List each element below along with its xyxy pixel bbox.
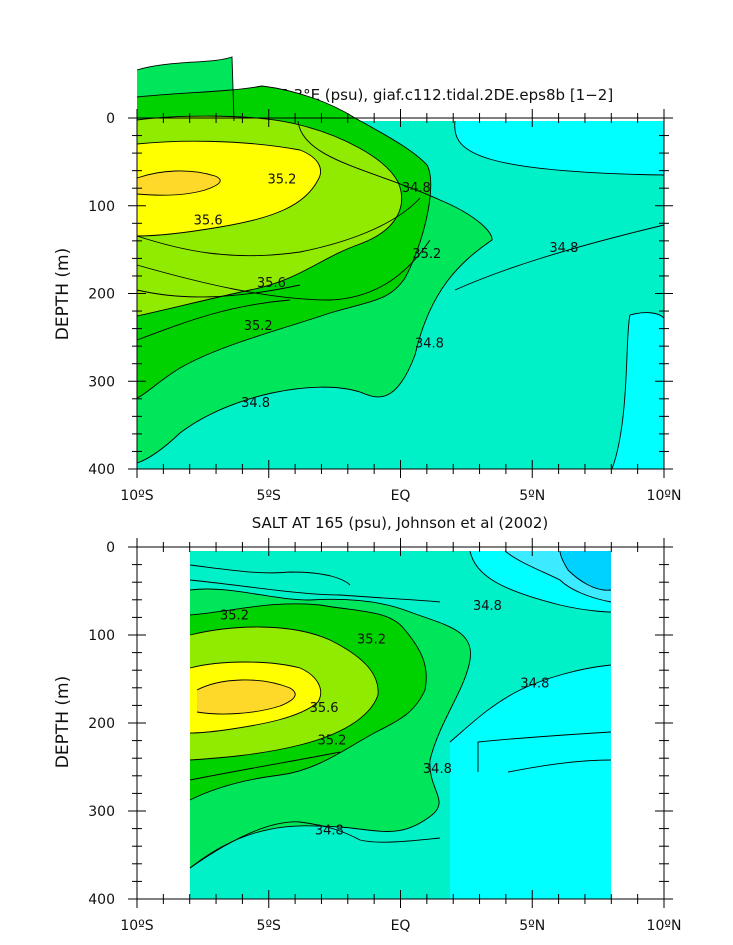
y-tick-label: 100 bbox=[88, 199, 115, 215]
fill-level-5 bbox=[137, 141, 321, 236]
contour-label: 35.2 bbox=[318, 734, 347, 749]
contour-labels: 35.2 34.8 35.6 35.2 34.8 35.6 35.2 34.8 34.8 bbox=[194, 172, 579, 411]
y-tick-label: 300 bbox=[88, 804, 115, 820]
contour-line bbox=[189, 579, 441, 603]
fill-level-0 bbox=[560, 551, 611, 591]
contour-line bbox=[136, 299, 291, 341]
contour-label: 34.8 bbox=[423, 762, 452, 777]
contour-label: 35.2 bbox=[267, 172, 296, 187]
contour-line bbox=[136, 140, 321, 237]
y-tick-label: 200 bbox=[88, 716, 115, 732]
contour-line bbox=[136, 239, 431, 301]
contour-label: 34.8 bbox=[549, 241, 578, 256]
panel-top: SALT AT 165.3°E (psu), giaf.c112.tidal.2… bbox=[53, 56, 681, 504]
contour-line bbox=[449, 664, 612, 743]
contour-label: 35.2 bbox=[412, 247, 441, 262]
contour-line bbox=[189, 821, 441, 869]
contour-line bbox=[136, 115, 402, 317]
contour-label: 35.6 bbox=[194, 214, 223, 229]
y-axis-label: DEPTH (m) bbox=[53, 248, 73, 340]
contour-line bbox=[136, 85, 432, 399]
contour-label: 35.6 bbox=[257, 276, 286, 291]
contour-labels: 35.2 35.2 34.8 34.8 35.6 35.2 34.8 34.8 bbox=[220, 599, 549, 838]
contour-line bbox=[454, 120, 665, 176]
x-tick-label: 10ºN bbox=[647, 488, 682, 504]
y-tick-label: 0 bbox=[106, 111, 115, 127]
contour-label: 34.8 bbox=[315, 823, 344, 838]
contour-line bbox=[189, 603, 427, 801]
contour-label: 35.2 bbox=[244, 319, 273, 334]
contour-lines bbox=[189, 550, 612, 869]
contour-label: 35.2 bbox=[220, 609, 249, 624]
contour-line bbox=[136, 284, 301, 298]
contour-label: 34.8 bbox=[241, 396, 270, 411]
contour-label: 34.8 bbox=[520, 676, 549, 691]
contour-line bbox=[469, 550, 612, 613]
y-tick-label: 300 bbox=[88, 374, 115, 390]
fill-level-2b bbox=[478, 732, 611, 772]
contour-line bbox=[454, 224, 665, 291]
x-tick-label: EQ bbox=[391, 488, 411, 504]
x-tick-label: 5ºN bbox=[519, 918, 545, 934]
contour-line bbox=[189, 588, 471, 869]
y-tick-label: 200 bbox=[88, 287, 115, 303]
contour-line bbox=[136, 197, 421, 257]
chart-title: SALT AT 165 (psu), Johnson et al (2002) bbox=[252, 514, 549, 532]
contour-lines bbox=[136, 56, 665, 470]
fill-level-0 bbox=[454, 121, 664, 175]
contour-line bbox=[559, 550, 612, 591]
y-axis-label: DEPTH (m) bbox=[53, 676, 73, 768]
contour-line bbox=[196, 679, 296, 715]
contour-line bbox=[189, 564, 351, 586]
y-tick-label: 0 bbox=[106, 540, 115, 556]
contour-line bbox=[611, 312, 665, 470]
x-tick-label: 5ºS bbox=[257, 918, 282, 934]
axes: 10ºS 5ºS EQ 5ºN 10ºN 0 100 200 300 400 bbox=[88, 538, 681, 934]
y-tick-label: 400 bbox=[88, 892, 115, 908]
contour-label: 35.2 bbox=[357, 632, 386, 647]
contour-line bbox=[189, 751, 341, 781]
contour-fills bbox=[190, 551, 611, 899]
contour-fills bbox=[137, 57, 664, 469]
x-tick-label: 10ºN bbox=[647, 918, 682, 934]
x-tick-label: EQ bbox=[391, 918, 411, 934]
contour-line bbox=[507, 759, 612, 773]
contour-label: 34.8 bbox=[415, 337, 444, 352]
contour-label: 34.8 bbox=[473, 599, 502, 614]
contour-label: 35.6 bbox=[310, 701, 339, 716]
contour-line bbox=[189, 626, 379, 761]
contour-line bbox=[504, 550, 612, 603]
x-tick-label: 10ºS bbox=[120, 488, 153, 504]
contour-line bbox=[136, 56, 493, 464]
x-tick-label: 5ºN bbox=[519, 488, 545, 504]
y-tick-label: 400 bbox=[88, 462, 115, 478]
fill-level-8 bbox=[197, 679, 296, 714]
panel-bottom: SALT AT 165 (psu), Johnson et al (2002) … bbox=[53, 514, 681, 934]
contour-line bbox=[189, 661, 322, 734]
contour-line bbox=[477, 731, 612, 772]
x-tick-label: 5ºS bbox=[257, 488, 282, 504]
x-tick-label: 10ºS bbox=[120, 918, 153, 934]
fill-level-6 bbox=[137, 170, 221, 196]
fill-level-0b bbox=[612, 312, 664, 469]
axes: 10ºS 5ºS EQ 5ºN 10ºN 0 100 200 300 400 bbox=[88, 109, 681, 504]
contour-label: 34.8 bbox=[402, 181, 431, 196]
y-tick-label: 100 bbox=[88, 628, 115, 644]
contour-line bbox=[136, 170, 221, 196]
